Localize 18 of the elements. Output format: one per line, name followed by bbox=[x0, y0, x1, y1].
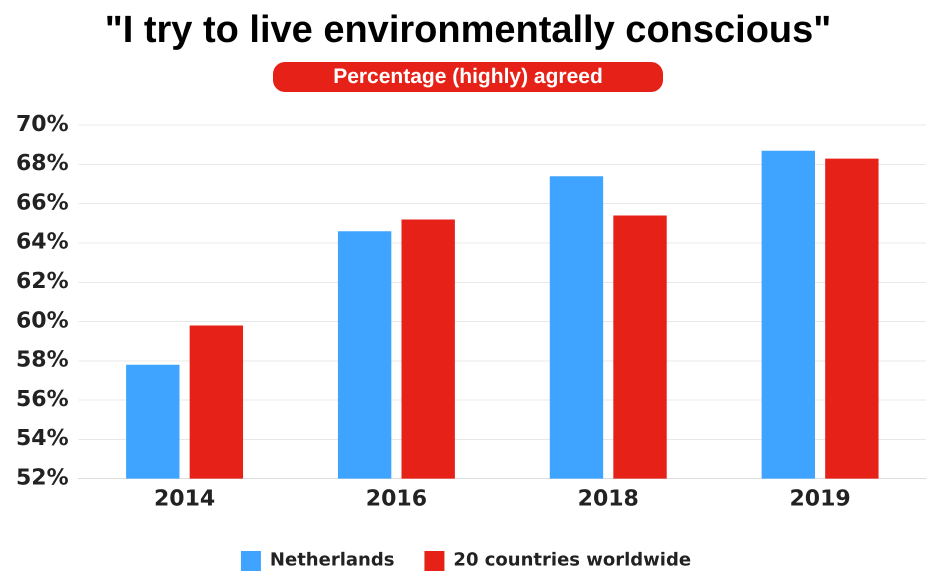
y-tick-label: 68% bbox=[16, 151, 69, 176]
x-tick-label: 2018 bbox=[578, 486, 639, 512]
y-tick-label: 62% bbox=[16, 268, 69, 294]
x-tick-label: 2014 bbox=[154, 486, 216, 512]
y-tick-label: 52% bbox=[16, 465, 69, 490]
y-tick-label: 58% bbox=[16, 348, 69, 373]
chart-title: "I try to live environmentally conscious" bbox=[104, 8, 832, 53]
y-tick-label: 60% bbox=[16, 308, 69, 334]
y-tick-label: 56% bbox=[16, 386, 69, 412]
chart-subtitle: Percentage (highly) agreed bbox=[273, 62, 663, 92]
x-tick-label: 2019 bbox=[789, 486, 851, 512]
y-tick-label: 64% bbox=[16, 230, 69, 255]
y-tick-label: 70% bbox=[16, 112, 69, 137]
y-tick-label: 66% bbox=[16, 190, 69, 216]
legend-label: 20 countries worldwide bbox=[453, 550, 692, 571]
x-tick-label: 2016 bbox=[366, 486, 428, 512]
y-tick-label: 54% bbox=[16, 426, 69, 452]
legend-label: Netherlands bbox=[270, 550, 394, 571]
